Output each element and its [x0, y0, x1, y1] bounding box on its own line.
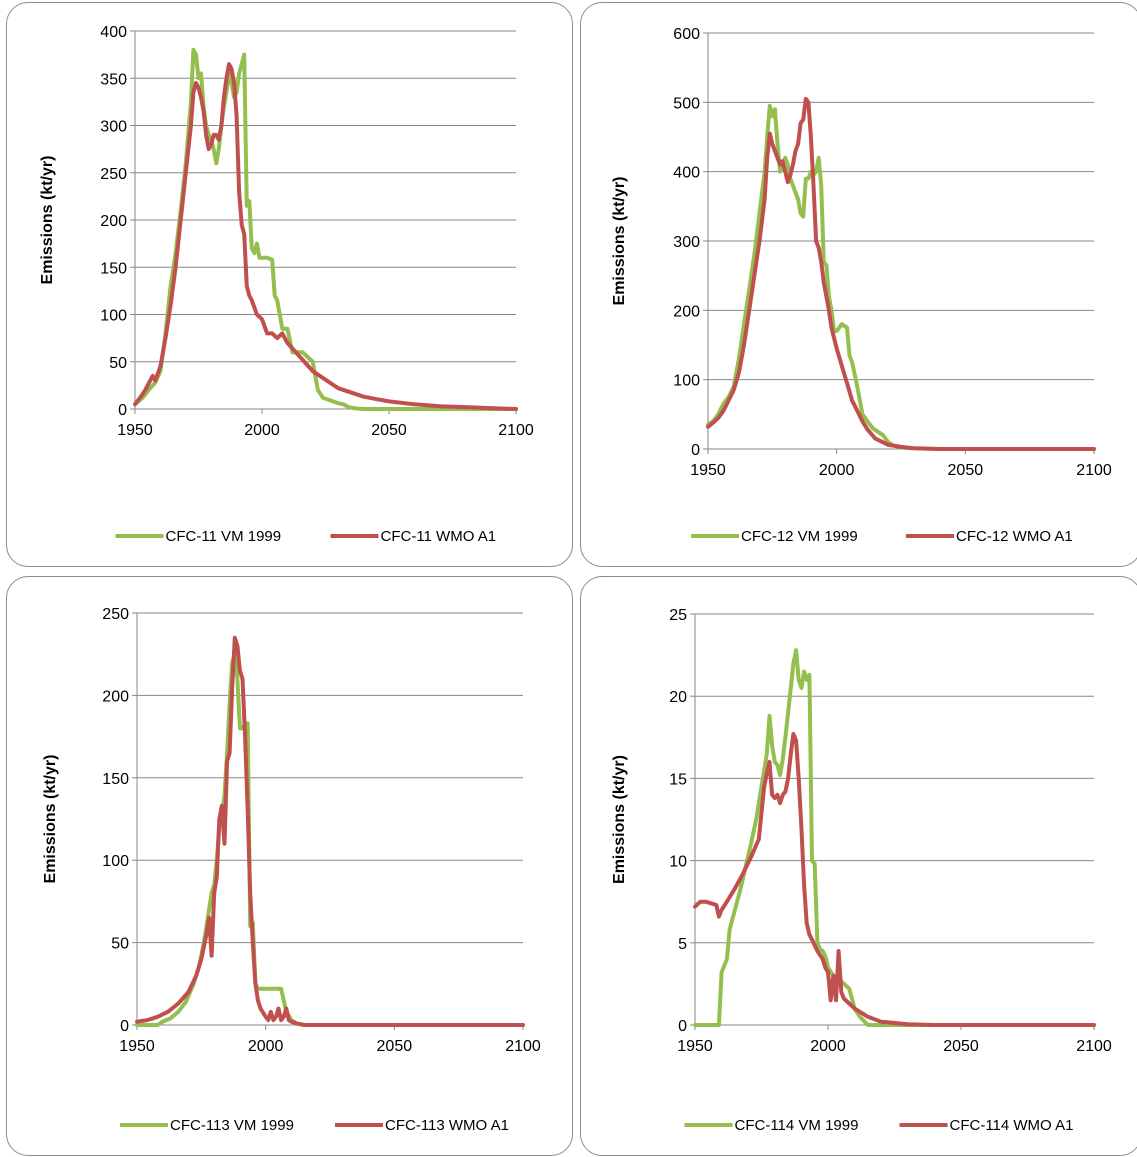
chart-cfc-113: 0 50 100 150 200 250 1950 2000 2050 2100 Emissions…	[42, 606, 541, 1134]
chart2-y-tick-label: 50	[111, 936, 129, 953]
chart0-x-tick-label: 1950	[117, 422, 153, 439]
chart-panel-cfc-12: 0 100 200 300 400 500 600 1950 2000 2050 2100 Emiss…	[580, 2, 1137, 567]
chart1-y-tick-label: 500	[673, 95, 700, 112]
chart2-y-tick-label: 0	[120, 1018, 129, 1035]
chart3-y-tick-label: 10	[669, 854, 687, 871]
chart1-x-tick-label: 2050	[948, 462, 984, 479]
chart0-y-tick-label: 50	[109, 355, 127, 372]
chart1-legend-label-0: CFC-12 VM 1999	[741, 528, 858, 545]
chart0-y-tick-label: 350	[100, 71, 127, 88]
chart1-x-tick-label: 2100	[1076, 462, 1112, 479]
chart2-y-tick-label: 200	[102, 688, 129, 705]
chart0-x-tick-label: 2100	[498, 422, 534, 439]
chart-panel-cfc-114: 0 5 10 15 20 25 1950 2000 2050 2100 Emissions (kt/…	[580, 576, 1137, 1156]
chart0-series-line-0	[133, 47, 518, 411]
chart1-y-tick-label: 600	[673, 26, 700, 43]
chart3-x-tick-label: 2100	[1076, 1038, 1112, 1055]
chart3-y-tick-label: 0	[678, 1018, 687, 1035]
chart2-x-tick-label: 1950	[119, 1038, 155, 1055]
chart3-x-tick-label: 2050	[943, 1038, 979, 1055]
chart-cfc-114: 0 5 10 15 20 25 1950 2000 2050 2100 Emissions (kt/…	[611, 607, 1112, 1134]
chart3-y-tick-label: 15	[669, 771, 687, 788]
chart0-y-axis-title: Emissions (kt/yr)	[39, 156, 56, 285]
chart0-series-line-1	[133, 62, 518, 411]
chart0-y-tick-label: 400	[100, 24, 127, 41]
chart3-legend-label-0: CFC-114 VM 1999	[735, 1117, 859, 1134]
chart3-y-tick-label: 5	[678, 936, 687, 953]
chart3-series-line-0	[693, 648, 1096, 1027]
chart-panel-cfc-11: 0 50 100 150 200 250 300 350 400 1950 2000 2050 2100…	[6, 2, 573, 567]
chart1-y-tick-label: 0	[691, 442, 700, 459]
chart2-legend-label-1: CFC-113 WMO A1	[385, 1117, 509, 1134]
chart1-y-tick-label: 300	[673, 234, 700, 251]
chart0-y-tick-label: 200	[100, 213, 127, 230]
chart3-y-axis-title: Emissions (kt/yr)	[611, 755, 628, 884]
chart0-legend-label-0: CFC-11 VM 1999	[166, 528, 282, 545]
chart0-y-tick-label: 150	[100, 260, 127, 277]
chart1-y-tick-label: 100	[673, 373, 700, 390]
chart3-series-line-1	[693, 732, 1096, 1027]
chart3-x-tick-label: 2000	[810, 1038, 846, 1055]
chart1-y-tick-label: 200	[673, 303, 700, 320]
chart-cfc-11: 0 50 100 150 200 250 300 350 400 1950 2000 2050 2100…	[39, 24, 534, 545]
chart0-y-tick-label: 0	[118, 402, 127, 419]
chart2-y-tick-label: 100	[102, 853, 129, 870]
chart1-y-tick-label: 400	[673, 165, 700, 182]
chart1-series-line-1	[706, 96, 1096, 451]
chart1-y-axis-title: Emissions (kt/yr)	[611, 177, 628, 306]
chart2-x-tick-label: 2050	[377, 1038, 413, 1055]
chart3-y-tick-label: 25	[669, 607, 687, 624]
chart2-x-tick-label: 2000	[248, 1038, 284, 1055]
chart1-x-tick-label: 1950	[690, 462, 726, 479]
chart3-x-tick-label: 1950	[677, 1038, 713, 1055]
chart0-legend-label-1: CFC-11 WMO A1	[381, 528, 497, 545]
chart0-y-tick-label: 300	[100, 119, 127, 136]
chart2-legend-label-0: CFC-113 VM 1999	[170, 1117, 294, 1134]
chart1-x-tick-label: 2000	[819, 462, 855, 479]
chart2-series-line-0	[135, 652, 525, 1027]
chart0-x-tick-label: 2050	[371, 422, 407, 439]
chart0-x-tick-label: 2000	[244, 422, 280, 439]
chart3-y-tick-label: 20	[669, 689, 687, 706]
chart0-y-tick-label: 100	[100, 308, 127, 325]
chart-cfc-12: 0 100 200 300 400 500 600 1950 2000 2050 2100 Emiss…	[611, 26, 1112, 545]
chart2-y-axis-title: Emissions (kt/yr)	[42, 755, 59, 884]
chart1-series-line-0	[706, 103, 1096, 451]
chart3-legend-label-1: CFC-114 WMO A1	[950, 1117, 1074, 1134]
chart1-legend-label-1: CFC-12 WMO A1	[956, 528, 1073, 545]
chart2-y-tick-label: 250	[102, 606, 129, 623]
chart-panel-cfc-113: 0 50 100 150 200 250 1950 2000 2050 2100 Emissions…	[6, 576, 573, 1156]
chart2-x-tick-label: 2100	[505, 1038, 541, 1055]
chart0-y-tick-label: 250	[100, 166, 127, 183]
chart2-series-line-1	[135, 635, 525, 1027]
chart2-y-tick-label: 150	[102, 771, 129, 788]
